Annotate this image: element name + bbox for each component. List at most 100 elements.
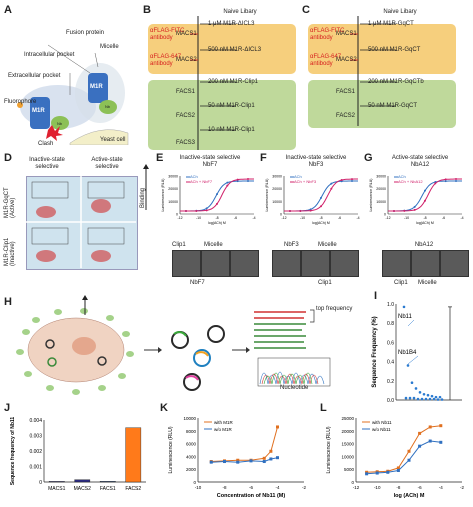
- panel-c-facs-box: [308, 80, 456, 128]
- panel-c-arrows: [350, 16, 396, 126]
- x-tick-label: -8: [396, 485, 400, 490]
- panel-label-g: G: [364, 152, 373, 164]
- scatter-point: [412, 396, 416, 400]
- ach-nb-curve-point: [444, 178, 447, 181]
- series-point-0: [269, 449, 273, 453]
- series-point-0: [276, 425, 279, 429]
- y-tick-label: 30000: [376, 175, 386, 179]
- series-point-1: [209, 460, 213, 464]
- panel-e-em-2: [201, 250, 230, 277]
- x-tick-label: -4: [439, 485, 443, 490]
- top-frequency-label: top frequency: [316, 306, 353, 312]
- y-tick-label: 0.003: [29, 434, 42, 440]
- bar-facs2: [125, 427, 142, 483]
- y-tick-label: 2000: [186, 467, 197, 472]
- y-tick-label: 0.2: [387, 379, 394, 385]
- y-tick-label: 25000: [341, 416, 354, 421]
- y-axis-label: Luminescence (RLU): [265, 179, 269, 212]
- panel-label-l: L: [320, 402, 327, 414]
- series-point-0: [407, 449, 411, 453]
- annotation-nb1b4: Nb1B4: [398, 350, 417, 356]
- panel-g-nb: NbA12: [414, 242, 434, 248]
- clash-label: Clash: [38, 141, 54, 147]
- panel-f-em-1: [272, 250, 301, 277]
- panel-f-em-3: [330, 250, 359, 277]
- x-tick-label: -2: [302, 485, 306, 490]
- y-tick-label: 0: [176, 213, 178, 217]
- ach-nb-curve-point: [424, 199, 426, 202]
- x-tick-label: -6: [442, 216, 445, 220]
- fluorophore-label: Fluorophore: [4, 99, 37, 105]
- y-tick-label: 20000: [272, 187, 282, 191]
- panel-b-step1-conc: 1 μM M1R-ΔICL3: [208, 21, 255, 27]
- ach-curve-point: [226, 181, 229, 184]
- x-tick-label: -12: [281, 216, 286, 220]
- ach-nb-curve-point: [330, 187, 333, 190]
- scatter-point: [414, 387, 418, 390]
- panel-g-clip: Clip1: [394, 280, 408, 286]
- ach-curve-point: [330, 182, 333, 185]
- y-tick-label: 30000: [168, 175, 178, 179]
- y-axis-label: Luminescence (RLU): [161, 179, 165, 212]
- panel-d-col2: Active-state selective: [91, 157, 123, 170]
- binding-arrow-icon: [143, 164, 149, 210]
- series-point-1: [262, 460, 266, 464]
- m1r-right: [88, 73, 108, 103]
- y-tick-label: 20000: [341, 429, 354, 434]
- panel-b-arrows: [190, 16, 236, 150]
- scatter-point: [438, 395, 442, 399]
- x-tick-label: -10: [374, 485, 381, 490]
- panel-g-leg1: ACh: [398, 174, 406, 179]
- ach-nb-curve-point: [195, 209, 198, 212]
- panel-f-micelle: Micelle: [318, 242, 337, 248]
- x-tick-label: -10: [404, 216, 409, 220]
- scatter-point: [404, 396, 408, 400]
- bar-facs1: [99, 480, 116, 483]
- x-tick-label: -12: [177, 216, 182, 220]
- panel-label-e: E: [156, 152, 164, 164]
- panel-label-j: J: [4, 402, 11, 414]
- ach-nb-curve-point: [320, 205, 322, 208]
- panel-a-schematic: [17, 44, 129, 145]
- series-point-1: [418, 444, 422, 448]
- series-point-1: [276, 456, 279, 460]
- panel-e-title: Inactive-state selective NbF7: [179, 155, 241, 168]
- x-axis-label: log(ACh) M: [312, 221, 330, 225]
- y-tick-label: 5000: [344, 467, 355, 472]
- ach-nb-curve-point: [455, 178, 457, 181]
- series-point-1: [407, 458, 411, 462]
- extracellular-pocket-label: Extracellular pocket: [8, 73, 61, 79]
- panel-b-step2-sort: MACS2: [176, 57, 197, 63]
- micelle-label: Micelle: [100, 44, 119, 50]
- y-tick-label: 10000: [272, 200, 282, 204]
- panel-f-dose-curve: 0 10000 20000 30000 -12 -10 -8 -6 -4 log(ACh) M Lu…: [265, 175, 360, 226]
- panel-label-d: D: [4, 152, 12, 164]
- panel-g-leg2: ACh + NbA12: [398, 179, 423, 184]
- x-axis-label: Concentration of Nb11 (M): [217, 493, 286, 499]
- y-tick-label: 15000: [341, 442, 354, 447]
- x-tick-label: FACS2: [125, 486, 141, 492]
- scatter-point: [430, 394, 434, 398]
- scatter-point: [436, 398, 440, 401]
- panel-c-step1-conc: 1 μM M1R-GqCT: [368, 21, 414, 27]
- panel-b-flag-fitc: αFLAG-FITC antibody: [150, 28, 185, 41]
- panel-f-nb: NbF3: [284, 242, 299, 248]
- ach-nb-curve-point: [236, 178, 239, 181]
- panel-label-b: B: [143, 4, 151, 16]
- series-point-1: [269, 457, 273, 461]
- series-point-0: [428, 425, 432, 429]
- x-tick-label: -10: [300, 216, 305, 220]
- panel-e-leg2: ACh + NbF7: [190, 179, 213, 184]
- nb-right-label: Nb: [105, 104, 111, 109]
- y-tick-label: 10000: [376, 200, 386, 204]
- series-point-1: [236, 460, 240, 464]
- y-tick-label: 0.8: [387, 321, 394, 327]
- panel-b-step3-sort: FACS1: [176, 89, 196, 95]
- y-tick-label: 10000: [168, 200, 178, 204]
- ach-curve-point: [236, 180, 239, 183]
- x-tick-label: -2: [460, 485, 464, 490]
- ach-nb-curve-point: [434, 182, 437, 185]
- ach-nb-curve-point: [403, 209, 406, 212]
- ach-curve-point: [444, 180, 447, 183]
- panel-c-macs-box: [308, 24, 456, 74]
